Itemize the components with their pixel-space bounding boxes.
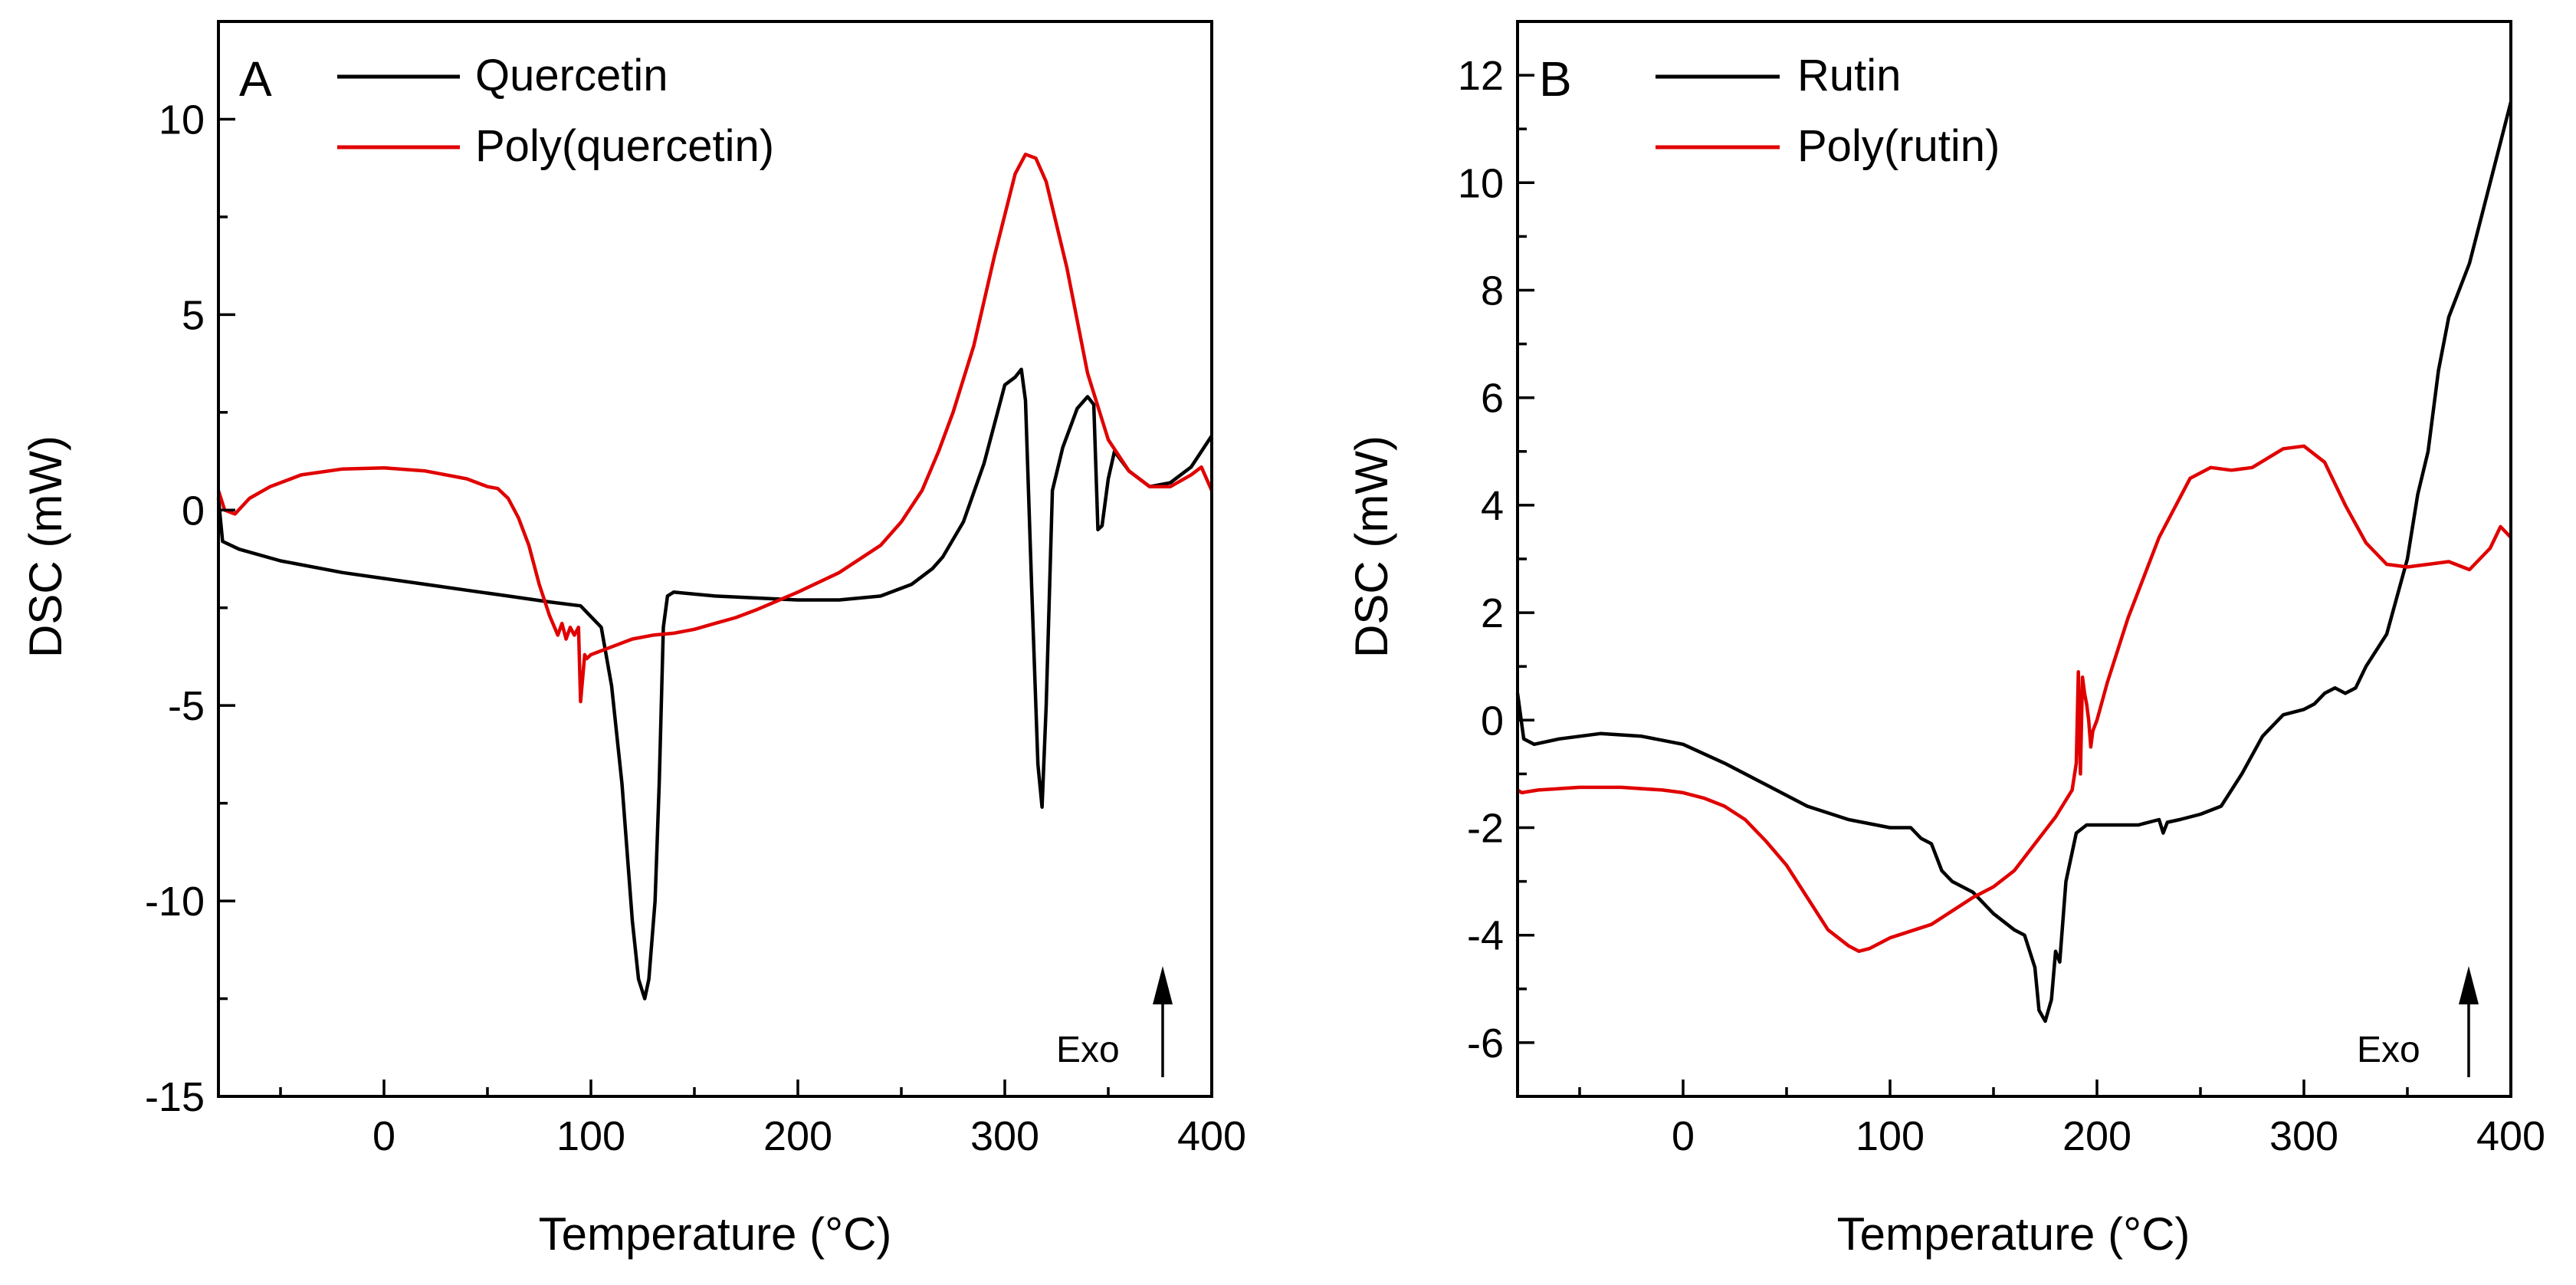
panel-a-x-tick-label: 300 <box>970 1113 1039 1159</box>
panel-a-chart: A Temperature (°C) DSC (mW) Quercetin Po… <box>20 20 1246 1260</box>
panel-b-x-tick-label: 200 <box>2062 1113 2131 1159</box>
panel-a-y-axis-label: DSC (mW) <box>20 435 71 658</box>
panel-b-y-tick-label: 4 <box>1481 483 1504 529</box>
panel-a-legend-label-quercetin: Quercetin <box>475 51 668 100</box>
panel-b-legend-label-poly-rutin: Poly(rutin) <box>1797 121 2000 171</box>
panel-a-plot-frame <box>217 20 1213 1098</box>
panel-b-y-tick-label: 10 <box>1458 160 1504 206</box>
panel-a-y-tick-label: -10 <box>145 879 205 925</box>
panel-b-series-line-rutin <box>1515 101 2513 1024</box>
panel-a-exo-label: Exo <box>1056 1030 1120 1070</box>
panel-a-y-tick-label: -5 <box>168 683 205 729</box>
panel-b-legend-label-rutin: Rutin <box>1797 51 1901 100</box>
panel-b-exo-label: Exo <box>2357 1030 2420 1070</box>
panel-a-y-tick-label: 0 <box>182 488 205 534</box>
panel-a-x-tick-label: 0 <box>372 1113 395 1159</box>
panel-b-y-tick-label: -2 <box>1467 806 1504 852</box>
panel-a-x-tick-label: 400 <box>1177 1113 1246 1159</box>
panel-b-y-tick-label: -6 <box>1467 1020 1504 1066</box>
panel-a-series-line-quercetin <box>216 367 1213 1001</box>
panel-a-x-tick-label: 100 <box>556 1113 625 1159</box>
panel-b-y-axis-label: DSC (mW) <box>1346 435 1397 658</box>
panel-b-y-tick-label: -4 <box>1467 913 1504 959</box>
panel-a-series-line-poly-quercetin <box>216 153 1214 704</box>
panel-b-letter: B <box>1539 51 1572 107</box>
panel-b-y-tick-label: 8 <box>1481 268 1504 314</box>
panel-b-y-tick-label: 12 <box>1458 53 1504 99</box>
panel-a-y-tick-label: -15 <box>145 1074 205 1120</box>
panel-b-y-tick-label: 2 <box>1481 590 1504 636</box>
panel-b-series-line-poly-rutin <box>1516 444 2512 953</box>
panel-a-y-tick-label: 5 <box>182 292 205 338</box>
panel-b-chart: B Temperature (°C) DSC (mW) Rutin Poly(r… <box>1346 20 2545 1260</box>
panel-a-y-tick-label: 10 <box>159 97 205 143</box>
panel-b-x-tick-label: 300 <box>2269 1113 2338 1159</box>
panel-b-exo-arrow-icon <box>2459 966 2479 1004</box>
panel-b-y-tick-label: 6 <box>1481 376 1504 422</box>
panel-b-x-tick-label: 400 <box>2476 1113 2545 1159</box>
panel-a-letter: A <box>239 51 272 107</box>
panel-a-legend-label-poly-quercetin: Poly(quercetin) <box>475 121 774 171</box>
panel-b-plot-frame <box>1516 20 2512 1098</box>
panel-b-x-tick-label: 100 <box>1856 1113 1925 1159</box>
panel-b-x-tick-label: 0 <box>1672 1113 1695 1159</box>
panel-b-y-tick-label: 0 <box>1481 698 1504 744</box>
panel-a-x-axis-label: Temperature (°C) <box>539 1208 892 1260</box>
panel-b-x-axis-label: Temperature (°C) <box>1837 1208 2190 1260</box>
panel-a-exo-arrow-icon <box>1153 966 1173 1004</box>
panel-a-x-tick-label: 200 <box>763 1113 832 1159</box>
